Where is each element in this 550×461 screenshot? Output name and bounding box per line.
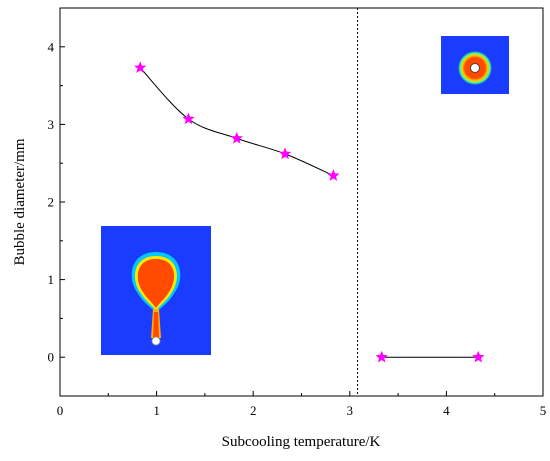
series-0-point-0: [134, 61, 147, 74]
y-tick-label-3: 3: [48, 117, 55, 132]
y-axis-title: Bubble diameter/mm: [12, 138, 28, 265]
series-0-point-2: [230, 131, 243, 144]
x-tick-label-5: 5: [540, 403, 547, 418]
x-tick-label-0: 0: [57, 403, 64, 418]
y-tick-label-2: 2: [48, 195, 55, 210]
inset-bubble-ring: [441, 36, 509, 94]
x-tick-label-3: 3: [347, 403, 354, 418]
y-tick-label-4: 4: [48, 39, 55, 54]
x-tick-label-4: 4: [443, 403, 450, 418]
x-tick-label-2: 2: [250, 403, 257, 418]
x-axis-title: Subcooling temperature/K: [222, 434, 381, 450]
x-tick-label-1: 1: [153, 403, 160, 418]
inset-bubble-detach: [101, 226, 211, 355]
y-tick-label-0: 0: [48, 350, 55, 365]
series-1-point-0: [375, 350, 388, 363]
series-1-point-1: [472, 350, 485, 363]
axis-ticks: 0 1 2 3 4 5 0 1 2 3 4: [48, 39, 547, 418]
series-0-line: [139, 67, 334, 177]
series-0-point-4: [327, 169, 340, 181]
series-0-point-3: [278, 147, 292, 160]
plot-area: [134, 8, 485, 396]
series-0-point-1: [182, 112, 195, 125]
y-tick-label-1: 1: [48, 272, 55, 287]
